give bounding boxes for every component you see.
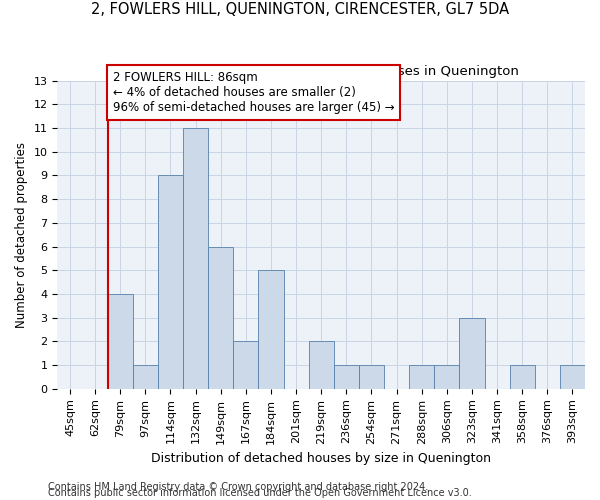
- Bar: [509, 365, 535, 389]
- Bar: [107, 294, 133, 389]
- Bar: [233, 342, 259, 389]
- Bar: [434, 365, 460, 389]
- Text: 2 FOWLERS HILL: 86sqm
← 4% of detached houses are smaller (2)
96% of semi-detach: 2 FOWLERS HILL: 86sqm ← 4% of detached h…: [113, 71, 394, 114]
- Bar: [460, 318, 485, 389]
- Bar: [409, 365, 434, 389]
- Bar: [560, 365, 585, 389]
- Title: Size of property relative to detached houses in Quenington: Size of property relative to detached ho…: [123, 65, 519, 78]
- Bar: [208, 246, 233, 389]
- Bar: [133, 365, 158, 389]
- Bar: [183, 128, 208, 389]
- Text: Contains public sector information licensed under the Open Government Licence v3: Contains public sector information licen…: [48, 488, 472, 498]
- Text: Contains HM Land Registry data © Crown copyright and database right 2024.: Contains HM Land Registry data © Crown c…: [48, 482, 428, 492]
- Bar: [259, 270, 284, 389]
- Bar: [334, 365, 359, 389]
- Y-axis label: Number of detached properties: Number of detached properties: [15, 142, 28, 328]
- Bar: [359, 365, 384, 389]
- X-axis label: Distribution of detached houses by size in Quenington: Distribution of detached houses by size …: [151, 452, 491, 465]
- Text: 2, FOWLERS HILL, QUENINGTON, CIRENCESTER, GL7 5DA: 2, FOWLERS HILL, QUENINGTON, CIRENCESTER…: [91, 2, 509, 18]
- Bar: [308, 342, 334, 389]
- Bar: [158, 176, 183, 389]
